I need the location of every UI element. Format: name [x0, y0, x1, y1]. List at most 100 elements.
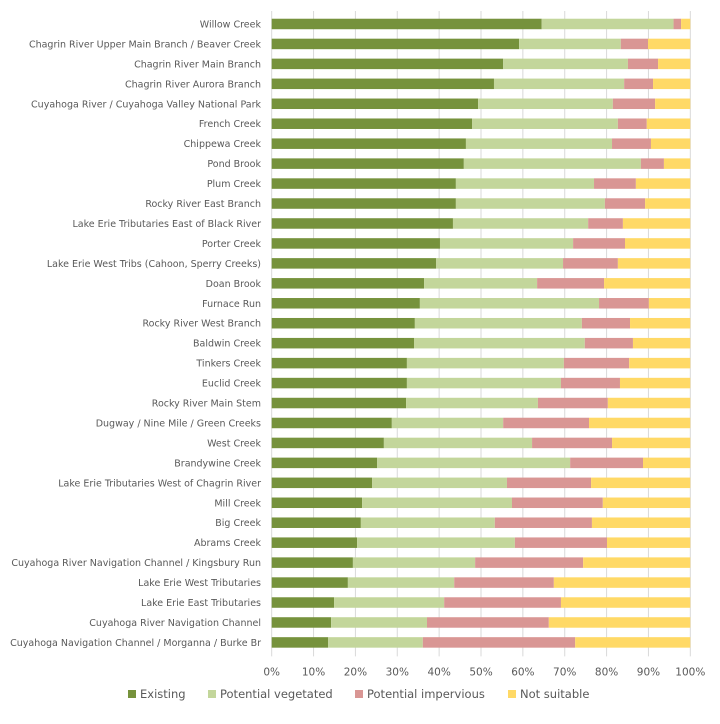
bar-segment-existing	[271, 158, 464, 169]
bar-segment-not-suitable	[632, 337, 691, 349]
bar-segment-potential-impervious	[673, 18, 682, 30]
bar-segment-existing	[271, 138, 466, 149]
bar-segment-not-suitable	[583, 557, 691, 568]
bar-segment-not-suitable	[553, 577, 691, 588]
category-label: Furnace Run	[202, 299, 261, 310]
x-tick-label: 70%	[553, 666, 576, 678]
bar-segment-potential-impervious	[612, 138, 651, 149]
bar-segment-existing	[271, 517, 361, 528]
bar-segment-potential-impervious	[503, 417, 589, 429]
bar-segment-existing	[271, 617, 332, 628]
bar-segment-potential-vegetated	[406, 357, 564, 369]
bar-segment-not-suitable	[619, 377, 691, 389]
bar-segment-not-suitable	[653, 78, 691, 90]
x-tick-label: 90%	[637, 666, 660, 678]
bar-segment-existing	[271, 357, 407, 369]
bar-segment-potential-impervious	[604, 198, 646, 209]
bar-segment-potential-vegetated	[493, 78, 625, 90]
bar-segment-potential-impervious	[537, 278, 605, 289]
x-tick-label: 30%	[386, 666, 409, 678]
bar-segment-existing	[271, 597, 335, 608]
bar-segment-potential-impervious	[612, 98, 656, 110]
bar-segment-existing	[271, 577, 348, 588]
bar-segment-existing	[271, 18, 542, 30]
bar-segment-not-suitable	[560, 597, 691, 608]
bar-segment-potential-vegetated	[347, 577, 455, 588]
bar-segment-potential-vegetated	[391, 417, 504, 429]
category-label: Rocky River Main Stem	[152, 399, 261, 410]
category-label: Chagrin River Upper Main Branch / Beaver…	[29, 39, 262, 50]
bar-segment-potential-vegetated	[478, 98, 613, 110]
bar-segment-existing	[271, 98, 479, 110]
category-label: Lake Erie West Tributaries	[138, 578, 261, 589]
category-label: Abrams Creek	[194, 538, 261, 549]
bar-segment-not-suitable	[642, 457, 691, 469]
bar-segment-existing	[271, 78, 494, 90]
bar-segment-existing	[271, 58, 504, 70]
bar-segment-potential-impervious	[627, 58, 659, 70]
category-label: Lake Erie Tributaries East of Black Rive…	[73, 219, 262, 230]
bar-segment-potential-vegetated	[331, 617, 428, 628]
bar-segment-not-suitable	[650, 138, 691, 149]
bar-segment-not-suitable	[648, 38, 691, 50]
bar-segment-existing	[271, 258, 437, 269]
bar-segment-potential-impervious	[444, 597, 561, 608]
x-tick-label: 0%	[263, 666, 280, 678]
bar-segment-not-suitable	[607, 397, 691, 409]
category-label: Willow Creek	[200, 19, 262, 30]
category-label: Pond Brook	[207, 159, 261, 170]
bar-segment-not-suitable	[630, 317, 691, 329]
bar-segment-potential-vegetated	[414, 337, 585, 349]
category-label: Brandywine Creek	[174, 458, 261, 469]
category-label: Chagrin River Aurora Branch	[125, 79, 261, 90]
bar-segment-potential-vegetated	[503, 58, 628, 70]
bar-segment-potential-impervious	[570, 457, 643, 469]
bar-segment-potential-vegetated	[362, 497, 512, 509]
legend-swatch	[508, 690, 516, 698]
bar-segment-existing	[271, 317, 415, 329]
x-tick-label: 50%	[469, 666, 492, 678]
category-label: West Creek	[207, 438, 261, 449]
category-label: Plum Creek	[207, 179, 262, 190]
bar-segment-existing	[271, 38, 520, 50]
bar-segment-potential-vegetated	[419, 298, 600, 309]
x-tick-label: 20%	[344, 666, 367, 678]
category-label: Dugway / Nine Mile / Green Creeks	[96, 418, 261, 429]
bar-segment-potential-impervious	[617, 118, 647, 129]
category-label: Lake Erie Tributaries West of Chagrin Ri…	[58, 478, 261, 489]
category-label: Porter Creek	[202, 239, 262, 250]
bar-segment-potential-impervious	[563, 258, 618, 269]
bar-segment-not-suitable	[646, 118, 691, 129]
bar-segment-potential-vegetated	[352, 557, 476, 568]
category-label: Tinkers Creek	[195, 359, 261, 370]
bar-segment-existing	[271, 377, 407, 389]
bar-segment-existing	[271, 477, 373, 489]
category-label: Rocky River East Branch	[145, 199, 261, 210]
bar-segment-not-suitable	[663, 158, 691, 169]
bar-segment-not-suitable	[622, 218, 691, 229]
bar-segment-potential-impervious	[581, 317, 631, 329]
bar-segment-potential-impervious	[584, 337, 633, 349]
x-tick-label: 80%	[595, 666, 618, 678]
bar-segment-potential-impervious	[511, 497, 603, 509]
legend-swatch	[355, 690, 363, 698]
legend-swatch	[128, 690, 136, 698]
x-tick-label: 100%	[675, 666, 705, 678]
bar-segment-not-suitable	[624, 238, 691, 249]
bar-segment-not-suitable	[602, 497, 691, 509]
bar-segment-potential-vegetated	[377, 457, 571, 469]
bar-segment-not-suitable	[588, 417, 691, 429]
bar-segment-potential-vegetated	[541, 18, 674, 30]
bar-segment-potential-vegetated	[455, 178, 595, 189]
bar-segment-not-suitable	[617, 258, 691, 269]
bar-segment-not-suitable	[591, 477, 691, 489]
bar-segment-potential-impervious	[475, 557, 584, 568]
category-label: Chippewa Creek	[184, 139, 262, 150]
bar-segment-potential-vegetated	[406, 397, 538, 409]
bar-segment-potential-impervious	[594, 178, 636, 189]
category-label: Cuyahoga River Navigation Channel	[89, 618, 261, 629]
bar-segment-existing	[271, 178, 456, 189]
bar-segment-potential-vegetated	[465, 138, 613, 149]
